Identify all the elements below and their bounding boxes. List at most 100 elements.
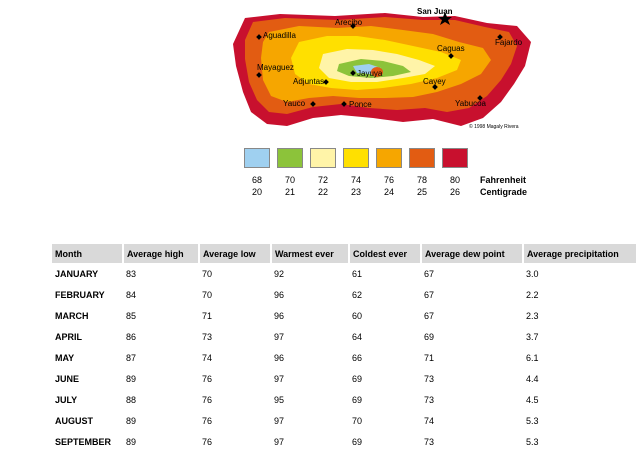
legend-centigrade-value: 20 [251,187,262,197]
value-cell: 2.3 [526,310,539,321]
value-cell: 70 [202,268,213,279]
column-header: Coldest ever [349,244,422,263]
legend-swatch-80 [442,148,468,168]
column-header: Average high [123,244,200,263]
value-cell: 70 [202,289,213,300]
legend-fahrenheit-label: Fahrenheit [480,175,527,185]
legend-fahrenheit-value: 72 [317,175,328,185]
legend-swatch-70 [277,148,303,168]
legend-fahrenheit-value: 76 [383,175,394,185]
value-cell: 2.2 [526,289,539,300]
value-cell: 73 [424,436,435,447]
legend-fahrenheit-value: 68 [251,175,262,185]
value-cell: 76 [202,415,213,426]
zone-78-spot [371,67,383,77]
value-cell: 74 [202,352,213,363]
value-cell: 97 [274,373,285,384]
month-cell: AUGUST [55,415,93,426]
table-row: FEBRUARY 84 70 96 62 67 2.2 [52,284,637,305]
month-cell: SEPTEMBER [55,436,112,447]
city-label-cayey: Cayey [423,77,446,86]
table-row: MAY 87 74 96 66 71 6.1 [52,347,637,368]
legend-fahrenheit-value: 80 [449,175,460,185]
month-cell: JANUARY [55,268,99,279]
value-cell: 73 [424,394,435,405]
city-label-arecibo: Arecibo [335,18,363,27]
legend-swatch-72 [310,148,336,168]
puerto-rico-temperature-map: San Juan Arecibo Aguadilla Fajardo Cagua… [233,7,531,130]
city-label-fajardo: Fajardo [495,38,523,47]
value-cell: 3.7 [526,331,539,342]
month-cell: APRIL [55,331,82,342]
value-cell: 83 [126,268,137,279]
city-label-ponce: Ponce [349,100,372,109]
column-header: Month [52,244,124,263]
value-cell: 76 [202,394,213,405]
value-cell: 71 [424,352,435,363]
legend-centigrade-label: Centigrade [480,187,528,197]
value-cell: 70 [352,415,363,426]
climate-table: Month Average high Average low Warmest ever… [52,244,638,452]
value-cell: 66 [352,352,363,363]
table-row: SEPTEMBER 89 76 97 69 73 5.3 [52,431,637,452]
value-cell: 6.1 [526,352,539,363]
table-row: JUNE 89 76 97 69 73 4.4 [52,368,637,389]
city-dot-icon [350,23,356,29]
legend-centigrade-value: 22 [317,187,328,197]
value-cell: 97 [274,415,285,426]
table-row: MARCH 85 71 96 60 67 2.3 [52,305,637,326]
legend-swatch-68 [244,148,270,168]
city-dot-icon [341,101,347,107]
value-cell: 64 [352,331,363,342]
value-cell: 74 [424,415,435,426]
table-body: JANUARY 83 70 92 61 67 3.0 FEBRUARY 84 70 96 62 67 2.… [52,263,637,452]
value-cell: 61 [352,268,363,279]
value-cell: 89 [126,415,137,426]
value-cell: 5.3 [526,415,539,426]
value-cell: 69 [424,331,435,342]
city-label-aguadilla: Aguadilla [263,31,296,40]
value-cell: 4.4 [526,373,539,384]
value-cell: 73 [424,373,435,384]
city-label-jayuya: Jayuya [357,69,383,78]
value-cell: 84 [126,289,137,300]
city-label-caguas: Caguas [437,44,465,53]
month-cell: JULY [55,394,78,405]
value-cell: 86 [126,331,137,342]
legend-centigrade-value: 24 [383,187,394,197]
value-cell: 69 [352,394,363,405]
value-cell: 85 [126,310,137,321]
value-cell: 73 [202,331,213,342]
value-cell: 4.5 [526,394,539,405]
legend-fahrenheit-value: 74 [350,175,361,185]
value-cell: 3.0 [526,268,539,279]
legend-swatch-74 [343,148,369,168]
city-dot-icon [432,84,438,90]
map-copyright: © 1998 Magaly Rivera [469,123,519,130]
legend-centigrade-value: 26 [449,187,460,197]
temperature-legend: 68 20 70 21 72 22 74 23 76 24 78 25 80 26 Fahrenheit Ce… [244,148,544,203]
table-row: AUGUST 89 76 97 70 74 5.3 [52,410,637,431]
legend-centigrade-value: 23 [350,187,361,197]
value-cell: 67 [424,310,435,321]
legend-swatch-78 [409,148,435,168]
table-row: APRIL 86 73 97 64 69 3.7 [52,326,637,347]
column-header: Average low [199,244,272,263]
city-label-adjuntas: Adjuntas [293,77,324,86]
value-cell: 96 [274,310,285,321]
value-cell: 92 [274,268,285,279]
column-header: Warmest ever [271,244,350,263]
column-header: Average dew point [421,244,524,263]
city-label-mayaguez: Mayaguez [257,63,294,72]
value-cell: 96 [274,289,285,300]
value-cell: 5.3 [526,436,539,447]
value-cell: 89 [126,436,137,447]
month-cell: FEBRUARY [55,289,105,300]
city-dot-icon [477,95,483,101]
capital-star-icon [438,12,452,25]
table-row: JULY 88 76 95 69 73 4.5 [52,389,637,410]
legend-centigrade-value: 21 [284,187,295,197]
value-cell: 76 [202,436,213,447]
value-cell: 95 [274,394,285,405]
value-cell: 69 [352,436,363,447]
